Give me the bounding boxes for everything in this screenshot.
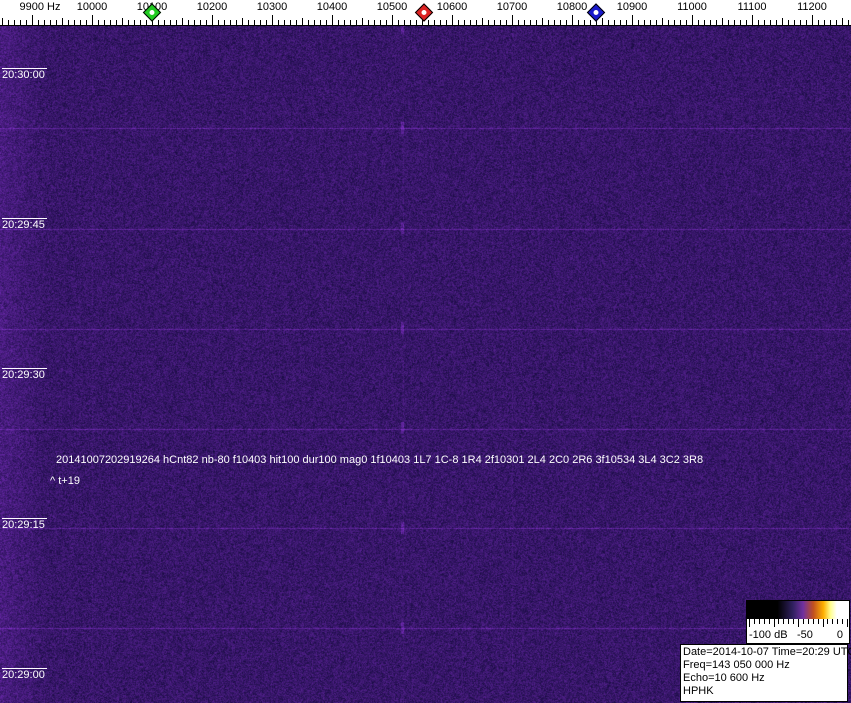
time-label: 20:29:30	[2, 368, 47, 381]
time-label: 20:29:15	[2, 518, 47, 531]
color-bar: -100 dB -50 0	[746, 600, 850, 644]
frequency-label: 10500	[376, 1, 408, 13]
frequency-label: 10400	[316, 1, 348, 13]
frequency-label: 10000	[76, 1, 108, 13]
date-time: Date=2014-10-07 Time=20:29 UTC	[683, 646, 851, 658]
color-gradient	[747, 601, 849, 619]
detection-info: 20141007202919264 hCnt82 nb-80 f10403 hi…	[56, 454, 704, 466]
detection-offset: ^ t+19	[50, 475, 80, 487]
echo-frequency: Echo=10 600 Hz	[683, 672, 765, 684]
time-label: 20:29:45	[2, 218, 47, 231]
frequency-label: 11100	[737, 1, 767, 13]
colorbar-label: 0	[836, 629, 843, 641]
frequency-ticks	[0, 15, 851, 26]
frequency-label: 11000	[677, 1, 707, 13]
time-label: 20:29:00	[2, 668, 47, 681]
time-label: 20:30:00	[2, 68, 47, 81]
frequency-label: 10800	[556, 1, 588, 13]
frequency-label: 10700	[496, 1, 528, 13]
frequency-scale: 9900 Hz100001010010200103001040010500106…	[0, 0, 851, 26]
frequency-label: 10300	[256, 1, 288, 13]
color-bar-ticks	[749, 619, 848, 627]
colorbar-label: -50	[797, 629, 813, 641]
frequency-label: 10200	[196, 1, 228, 13]
frequency-label: 10600	[436, 1, 468, 13]
colorbar-label: -100 dB	[749, 629, 788, 641]
frequency-label: 10900	[616, 1, 648, 13]
frequency-label: 9900 Hz	[19, 1, 61, 13]
frequency-label: 11200	[797, 1, 827, 13]
frequency: Freq=143 050 000 Hz	[683, 659, 790, 671]
waterfall-display[interactable]	[0, 26, 851, 703]
info-panel: Date=2014-10-07 Time=20:29 UTC Freq=143 …	[680, 644, 851, 702]
station-name: HPHK	[683, 685, 714, 697]
